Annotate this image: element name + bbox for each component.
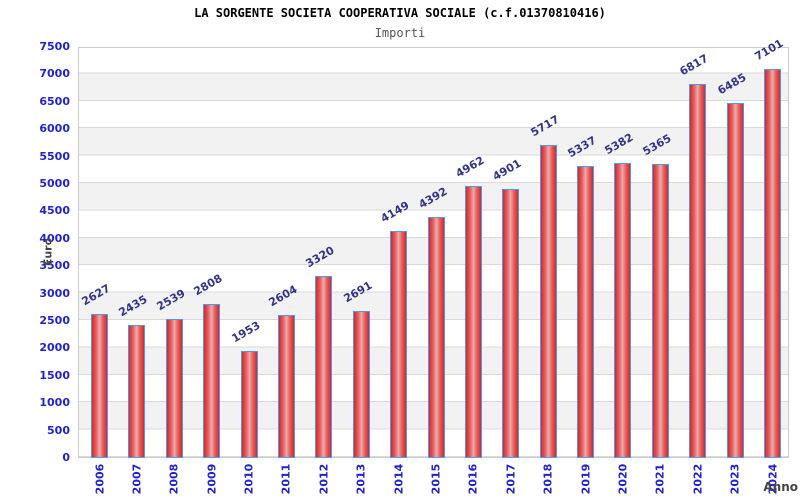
x-tick-label: 2015: [429, 463, 443, 495]
bar-2011: [277, 315, 295, 458]
x-tick-label: 2023: [728, 463, 742, 495]
bar-2010: [240, 350, 258, 458]
y-tick-label: 4500: [39, 204, 70, 218]
y-tick-label: 3500: [39, 259, 70, 273]
y-tick-label: 1500: [39, 368, 70, 382]
y-tick-label: 4000: [39, 231, 70, 245]
bar-2022: [689, 84, 707, 458]
x-axis-title: Anno: [763, 480, 798, 494]
y-tick-label: 0: [62, 451, 70, 464]
x-tick-label: 2016: [466, 463, 480, 495]
bar-2007: [128, 324, 146, 458]
x-tick-label: 2011: [279, 463, 293, 495]
y-tick-label: 2000: [39, 341, 70, 355]
x-tick-label: 2022: [691, 463, 705, 495]
x-tick-label: 2010: [242, 463, 256, 495]
bar-2024: [764, 68, 782, 458]
bar-2009: [203, 304, 221, 458]
bar-2020: [614, 163, 632, 458]
bar-2018: [539, 144, 557, 458]
y-tick-label: 6500: [39, 94, 70, 108]
y-tick-label: 500: [47, 423, 70, 437]
x-tick-label: 2018: [541, 463, 555, 495]
bar-2019: [577, 165, 595, 458]
bar-2012: [315, 276, 333, 458]
y-tick-label: 7500: [39, 40, 70, 53]
x-tick-label: 2021: [653, 463, 667, 495]
x-tick-label: 2013: [354, 463, 368, 495]
x-tick-label: 2017: [504, 463, 518, 495]
x-tick-label: 2009: [205, 463, 219, 495]
y-tick-label: 5500: [39, 149, 70, 163]
x-tick-label: 2007: [130, 463, 144, 495]
bar-2015: [427, 217, 445, 458]
bar-2017: [502, 189, 520, 458]
x-tick-label: 2014: [392, 463, 406, 495]
x-tick-label: 2020: [616, 463, 630, 495]
chart-title: LA SORGENTE SOCIETA COOPERATIVA SOCIALE …: [194, 6, 606, 20]
x-tick-label: 2012: [317, 463, 331, 495]
bar-2014: [390, 230, 408, 458]
bar-2013: [352, 310, 370, 458]
chart-subtitle: Importi: [374, 26, 426, 40]
y-tick-label: 1000: [39, 396, 70, 410]
y-tick-label: 3000: [39, 286, 70, 300]
bar-2016: [464, 186, 482, 458]
y-tick-label: 5000: [39, 177, 70, 190]
bar-2008: [165, 318, 183, 458]
y-tick-label: 7000: [39, 67, 70, 81]
bar-2021: [651, 163, 669, 458]
bar-2006: [91, 314, 108, 458]
x-tick-label: 2006: [93, 463, 106, 495]
y-tick-label: 2500: [39, 314, 70, 327]
x-tick-label: 2019: [579, 463, 593, 495]
bar-2023: [726, 102, 744, 458]
y-tick-label: 6000: [39, 122, 70, 136]
y-axis-title: Euro: [41, 237, 55, 267]
x-tick-label: 2008: [167, 463, 181, 495]
